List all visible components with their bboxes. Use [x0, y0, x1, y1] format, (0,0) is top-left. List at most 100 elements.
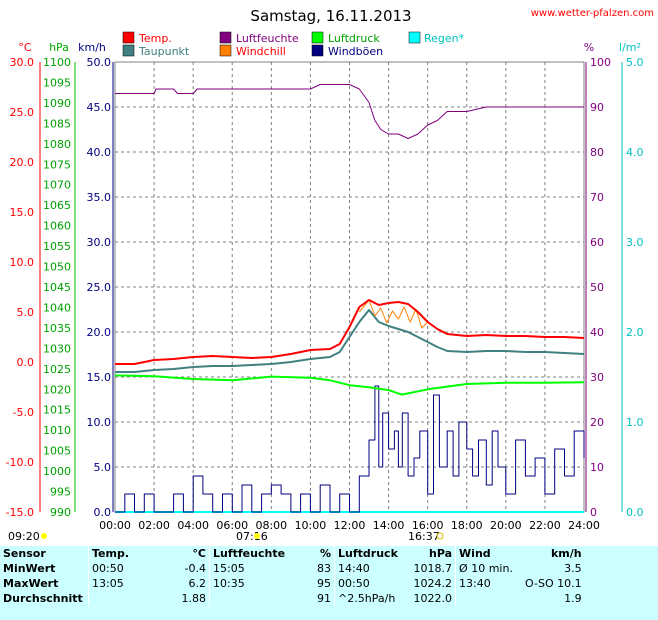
stats-header-row: Sensor Temp. °C Luftfeuchte % Luftdruck …: [0, 546, 585, 561]
pressure-axis-label: 1020: [43, 383, 71, 396]
temp-axis-label: -10.0: [6, 456, 34, 469]
legend-humidity: Luftfeuchte: [236, 32, 299, 45]
legend-dewpoint: Taupunkt: [138, 45, 190, 58]
wind-value: 1.9: [564, 592, 582, 605]
pressure-axis-label: 990: [50, 506, 71, 519]
sun-icon: [41, 533, 47, 539]
celsius-unit: °C: [18, 41, 32, 54]
hdr-wind-unit: km/h: [550, 547, 582, 560]
x-tick-label: 04:00: [177, 519, 209, 532]
temp-axis-label: 30.0: [10, 56, 35, 69]
wind-axis-label: 45.0: [87, 101, 112, 114]
pressure-axis-label: 1030: [43, 342, 71, 355]
x-tick-label: 08:00: [255, 519, 287, 532]
stats-row-average: Durchschnitt 1.88 91 ^2.5hPa/h 1022.0 1.…: [0, 591, 585, 606]
pressure-axis-label: 1005: [43, 445, 71, 458]
temp-value: 6.2: [188, 577, 207, 590]
humidity-axis-label: 90: [590, 101, 604, 114]
x-tick-label: 10:00: [295, 519, 327, 532]
wind-time: 13:40: [455, 576, 523, 591]
x-tick-label: 20:00: [490, 519, 522, 532]
temp-value: -0.4: [184, 562, 206, 575]
wind-axis-label: 20.0: [87, 326, 112, 339]
weather-chart: Samstag, 16.11.2013 www.wetter-pfalzen.c…: [6, 7, 654, 543]
legend-swatch-humidity: [219, 31, 232, 44]
rain-unit: l/m²: [619, 41, 641, 54]
x-tick-label: 06:00: [216, 519, 248, 532]
sunset-icon: [436, 532, 444, 540]
site-credit[interactable]: www.wetter-pfalzen.com: [531, 8, 654, 19]
humidity-time: 10:35: [209, 576, 289, 591]
hdr-temp-unit: °C: [192, 547, 206, 560]
hdr-sensor: Sensor: [3, 547, 46, 560]
wind-time: [455, 591, 523, 606]
pressure-time: 00:50: [334, 576, 410, 591]
x-tick-label: 14:00: [373, 519, 405, 532]
pressure-axis-label: 1040: [43, 301, 71, 314]
pressure-axis-label: 1025: [43, 363, 71, 376]
pressure-axis-label: 1070: [43, 179, 71, 192]
wind-axis-label: 30.0: [87, 236, 112, 249]
pressure-axis-label: 1015: [43, 404, 71, 417]
rain-axis-label: 0.0: [626, 506, 644, 519]
temp-axis-label: -15.0: [6, 506, 34, 519]
rain-axis-label: 1.0: [626, 416, 644, 429]
legend-windchill: Windchill: [236, 45, 286, 58]
percent-unit: %: [584, 41, 594, 54]
legend-pressure: Luftdruck: [328, 32, 380, 45]
hdr-wind: Wind: [455, 546, 523, 561]
pressure-time: ^2.5hPa/h: [334, 591, 410, 606]
x-tick-label: 00:00: [99, 519, 131, 532]
legend-swatch-temp: [122, 31, 135, 44]
wind-axis-label: 40.0: [87, 146, 112, 159]
chart-title: Samstag, 16.11.2013: [250, 7, 411, 25]
pressure-axis-label: 995: [50, 486, 71, 499]
pressure-axis-label: 1060: [43, 220, 71, 233]
wind-axis-label: 50.0: [87, 56, 112, 69]
stats-panel: Sensor Temp. °C Luftfeuchte % Luftdruck …: [0, 546, 658, 620]
humidity-time: 15:05: [209, 561, 289, 576]
stats-row-max: MaxWert 13:05 6.2 10:35 95 00:50 1024.2 …: [0, 576, 585, 591]
temp-value: 1.88: [181, 592, 207, 605]
temp-axis-label: 25.0: [10, 106, 35, 119]
legend-temp: Temp.: [138, 32, 172, 45]
humidity-axis-label: 30: [590, 371, 604, 384]
row-label: MaxWert: [3, 577, 59, 590]
pressure-axis-label: 1075: [43, 158, 71, 171]
hdr-pressure: Luftdruck: [334, 546, 410, 561]
pressure-axis-label: 1000: [43, 465, 71, 478]
wind-axis-label: 5.0: [94, 461, 112, 474]
rain-axis-label: 5.0: [626, 56, 644, 69]
x-tick-label: 22:00: [529, 519, 561, 532]
legend-gust: Windböen: [328, 45, 383, 58]
pressure-axis-label: 1090: [43, 97, 71, 110]
humidity-value: 91: [317, 592, 332, 605]
x-tick-label: 12:00: [334, 519, 366, 532]
temp-axis-label: -5.0: [13, 406, 34, 419]
x-tick-label: 18:00: [451, 519, 483, 532]
series-luftdruck: [114, 374, 585, 396]
pressure-value: 1024.2: [413, 577, 453, 590]
sunrise-label: 07:16: [236, 530, 268, 543]
wind-value: 3.5: [564, 562, 582, 575]
hdr-humidity: Luftfeuchte: [209, 546, 289, 561]
rain-axis-label: 3.0: [626, 236, 644, 249]
stats-row-min: MinWert 00:50 -0.4 15:05 83 14:40 1018.7…: [0, 561, 585, 576]
pressure-axis-label: 1050: [43, 261, 71, 274]
humidity-axis-label: 100: [590, 56, 611, 69]
legend: Temp. Luftfeuchte Luftdruck Regen* Taupu…: [122, 31, 465, 58]
humidity-value: 95: [317, 577, 332, 590]
rain-axis-label: 2.0: [626, 326, 644, 339]
humidity-axis-label: 10: [590, 461, 604, 474]
wind-axis-label: 0.0: [94, 506, 112, 519]
temp-time: 00:50: [88, 561, 159, 576]
humidity-axis-label: 50: [590, 281, 604, 294]
series-taupunkt: [115, 309, 585, 373]
humidity-time: [209, 591, 289, 606]
x-tick-label: 02:00: [138, 519, 170, 532]
temp-axis-label: 5.0: [17, 306, 35, 319]
humidity-axis-label: 80: [590, 146, 604, 159]
humidity-axis-label: 60: [590, 236, 604, 249]
row-label: MinWert: [3, 562, 56, 575]
x-tick-label: 16:00: [412, 519, 444, 532]
